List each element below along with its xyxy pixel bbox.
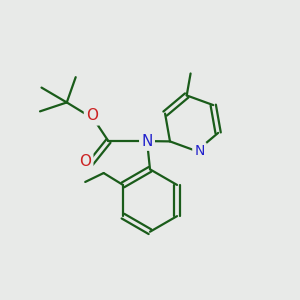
Text: N: N: [141, 134, 153, 148]
Text: O: O: [79, 154, 91, 169]
Text: N: N: [194, 144, 205, 158]
Text: O: O: [86, 108, 98, 123]
